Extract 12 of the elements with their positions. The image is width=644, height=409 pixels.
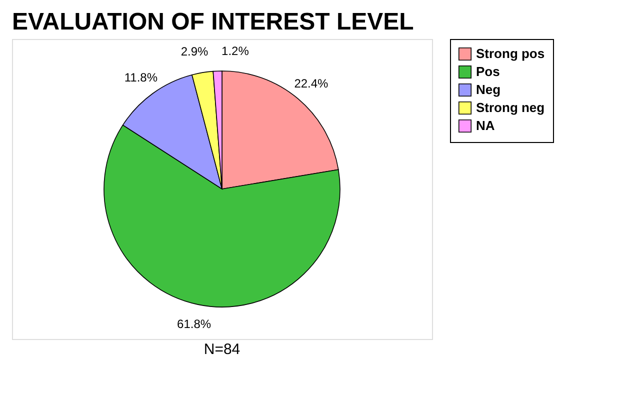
data-label: 1.2%: [222, 44, 250, 58]
text: N=84: [204, 341, 240, 358]
data-label: 22.4%: [294, 76, 329, 91]
data-label: 11.8%: [124, 70, 158, 84]
data-label: 2.9%: [180, 44, 209, 59]
legend-label: Strong neg: [476, 100, 545, 115]
legend-label: Pos: [476, 64, 500, 79]
legend-label: Strong pos: [476, 46, 545, 61]
data-label: 61.8%: [177, 317, 212, 332]
chart-title: EVALUATION OF INTEREST LEVEL: [12, 8, 414, 36]
legend-label: Neg: [476, 82, 501, 97]
legend-label: NA: [476, 118, 496, 133]
